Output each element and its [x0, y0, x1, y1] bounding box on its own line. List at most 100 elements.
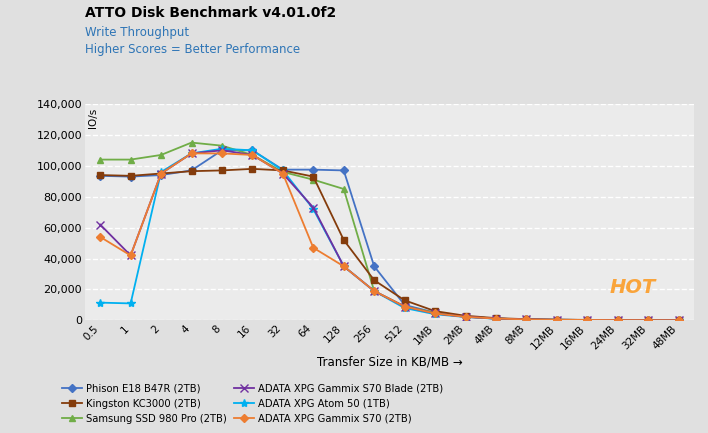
ADATA XPG Gammix S70 Blade (2TB)	[552, 317, 561, 323]
ADATA XPG Gammix S70 (2TB)	[309, 245, 317, 250]
Samsung SSD 980 Pro (2TB)	[583, 317, 592, 323]
Kingston KC3000 (2TB)	[492, 316, 501, 321]
Samsung SSD 980 Pro (2TB)	[249, 152, 257, 158]
Samsung SSD 980 Pro (2TB)	[492, 316, 501, 321]
Kingston KC3000 (2TB)	[613, 317, 622, 323]
Kingston KC3000 (2TB)	[156, 171, 165, 176]
ADATA XPG Atom 50 (1TB)	[96, 300, 105, 305]
Phison E18 B47R (2TB)	[96, 173, 105, 178]
ADATA XPG Gammix S70 (2TB)	[430, 311, 439, 316]
Kingston KC3000 (2TB)	[340, 237, 348, 242]
X-axis label: Transfer Size in KB/MB →: Transfer Size in KB/MB →	[316, 355, 462, 368]
Phison E18 B47R (2TB)	[126, 174, 135, 179]
Kingston KC3000 (2TB)	[430, 309, 439, 314]
ADATA XPG Atom 50 (1TB)	[187, 151, 195, 156]
ADATA XPG Gammix S70 Blade (2TB)	[583, 317, 592, 323]
ADATA XPG Gammix S70 (2TB)	[644, 317, 653, 323]
Samsung SSD 980 Pro (2TB)	[523, 317, 531, 322]
Phison E18 B47R (2TB)	[340, 168, 348, 173]
Text: IO/s: IO/s	[88, 108, 98, 129]
ADATA XPG Atom 50 (1TB)	[462, 314, 470, 320]
ADATA XPG Atom 50 (1TB)	[370, 288, 378, 294]
ADATA XPG Gammix S70 Blade (2TB)	[613, 317, 622, 323]
Samsung SSD 980 Pro (2TB)	[430, 310, 439, 315]
Text: ATTO Disk Benchmark v4.01.0f2: ATTO Disk Benchmark v4.01.0f2	[85, 6, 336, 20]
ADATA XPG Gammix S70 Blade (2TB)	[156, 171, 165, 176]
Samsung SSD 980 Pro (2TB)	[279, 169, 287, 174]
Phison E18 B47R (2TB)	[523, 317, 531, 322]
Text: HOT: HOT	[610, 278, 656, 297]
Kingston KC3000 (2TB)	[218, 168, 227, 173]
Phison E18 B47R (2TB)	[187, 168, 195, 173]
ADATA XPG Atom 50 (1TB)	[218, 146, 227, 152]
Kingston KC3000 (2TB)	[309, 174, 317, 179]
ADATA XPG Gammix S70 (2TB)	[340, 264, 348, 269]
Phison E18 B47R (2TB)	[462, 314, 470, 319]
Kingston KC3000 (2TB)	[552, 317, 561, 322]
ADATA XPG Gammix S70 (2TB)	[552, 317, 561, 323]
Legend: Phison E18 B47R (2TB), Kingston KC3000 (2TB), Samsung SSD 980 Pro (2TB), ADATA X: Phison E18 B47R (2TB), Kingston KC3000 (…	[62, 384, 443, 423]
Phison E18 B47R (2TB)	[430, 310, 439, 315]
Line: Kingston KC3000 (2TB): Kingston KC3000 (2TB)	[98, 166, 681, 323]
ADATA XPG Gammix S70 (2TB)	[370, 288, 378, 294]
Phison E18 B47R (2TB)	[644, 317, 653, 323]
ADATA XPG Gammix S70 (2TB)	[583, 317, 592, 323]
Line: Samsung SSD 980 Pro (2TB): Samsung SSD 980 Pro (2TB)	[97, 139, 682, 324]
Line: Phison E18 B47R (2TB): Phison E18 B47R (2TB)	[98, 148, 681, 323]
ADATA XPG Atom 50 (1TB)	[583, 317, 592, 323]
Phison E18 B47R (2TB)	[249, 148, 257, 153]
ADATA XPG Atom 50 (1TB)	[279, 168, 287, 173]
ADATA XPG Atom 50 (1TB)	[492, 316, 501, 321]
ADATA XPG Gammix S70 (2TB)	[187, 151, 195, 156]
Samsung SSD 980 Pro (2TB)	[187, 140, 195, 145]
ADATA XPG Gammix S70 Blade (2TB)	[279, 171, 287, 176]
Samsung SSD 980 Pro (2TB)	[126, 157, 135, 162]
Kingston KC3000 (2TB)	[187, 168, 195, 174]
ADATA XPG Gammix S70 Blade (2TB)	[309, 205, 317, 210]
ADATA XPG Gammix S70 (2TB)	[218, 151, 227, 156]
ADATA XPG Gammix S70 (2TB)	[613, 317, 622, 323]
Phison E18 B47R (2TB)	[218, 148, 227, 153]
Kingston KC3000 (2TB)	[96, 172, 105, 178]
Phison E18 B47R (2TB)	[583, 317, 592, 323]
Kingston KC3000 (2TB)	[462, 313, 470, 318]
Line: ADATA XPG Gammix S70 Blade (2TB): ADATA XPG Gammix S70 Blade (2TB)	[96, 146, 683, 324]
ADATA XPG Atom 50 (1TB)	[523, 317, 531, 322]
Samsung SSD 980 Pro (2TB)	[96, 157, 105, 162]
Samsung SSD 980 Pro (2TB)	[462, 314, 470, 319]
ADATA XPG Gammix S70 (2TB)	[492, 316, 501, 321]
Kingston KC3000 (2TB)	[523, 317, 531, 322]
ADATA XPG Atom 50 (1TB)	[644, 317, 653, 323]
Kingston KC3000 (2TB)	[126, 173, 135, 178]
ADATA XPG Gammix S70 Blade (2TB)	[370, 288, 378, 294]
ADATA XPG Atom 50 (1TB)	[674, 318, 683, 323]
Phison E18 B47R (2TB)	[156, 172, 165, 178]
ADATA XPG Gammix S70 (2TB)	[401, 304, 409, 309]
ADATA XPG Gammix S70 Blade (2TB)	[401, 304, 409, 309]
Phison E18 B47R (2TB)	[309, 167, 317, 172]
Samsung SSD 980 Pro (2TB)	[309, 177, 317, 182]
ADATA XPG Atom 50 (1TB)	[249, 148, 257, 153]
Phison E18 B47R (2TB)	[492, 316, 501, 321]
ADATA XPG Gammix S70 (2TB)	[96, 234, 105, 239]
ADATA XPG Gammix S70 Blade (2TB)	[249, 152, 257, 158]
ADATA XPG Atom 50 (1TB)	[156, 169, 165, 174]
ADATA XPG Atom 50 (1TB)	[430, 312, 439, 317]
Phison E18 B47R (2TB)	[552, 317, 561, 323]
ADATA XPG Gammix S70 Blade (2TB)	[187, 151, 195, 156]
ADATA XPG Gammix S70 (2TB)	[126, 253, 135, 258]
Line: ADATA XPG Atom 50 (1TB): ADATA XPG Atom 50 (1TB)	[96, 145, 683, 324]
ADATA XPG Gammix S70 Blade (2TB)	[492, 316, 501, 321]
Kingston KC3000 (2TB)	[644, 317, 653, 323]
Text: Write Throughput: Write Throughput	[85, 26, 189, 39]
ADATA XPG Gammix S70 Blade (2TB)	[126, 253, 135, 258]
ADATA XPG Gammix S70 (2TB)	[279, 171, 287, 176]
ADATA XPG Gammix S70 Blade (2TB)	[340, 264, 348, 269]
ADATA XPG Gammix S70 Blade (2TB)	[96, 222, 105, 227]
ADATA XPG Atom 50 (1TB)	[340, 264, 348, 269]
Samsung SSD 980 Pro (2TB)	[401, 304, 409, 309]
ADATA XPG Gammix S70 (2TB)	[249, 152, 257, 158]
ADATA XPG Atom 50 (1TB)	[126, 301, 135, 306]
ADATA XPG Gammix S70 Blade (2TB)	[523, 317, 531, 322]
Samsung SSD 980 Pro (2TB)	[613, 317, 622, 323]
